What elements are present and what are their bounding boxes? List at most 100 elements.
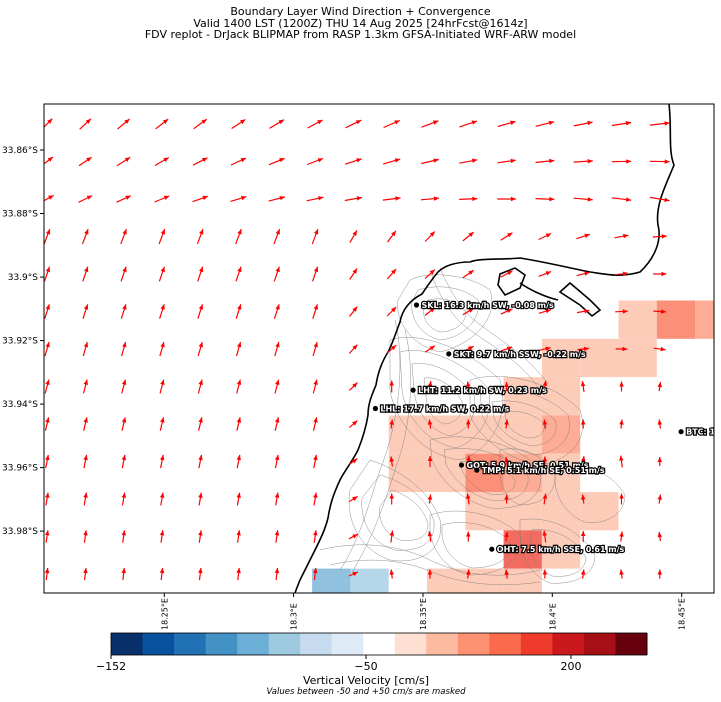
convergence-cell (465, 568, 504, 593)
wind-vector (580, 569, 586, 579)
wind-vector (121, 341, 127, 357)
wind-vector (236, 530, 241, 543)
longitude-axis: 18.25°E 18.3°E 18.35°E 18.4°E 18.45°E (160, 593, 687, 630)
lat-tick-label: 33.86°S (2, 146, 38, 156)
colorbar-swatch (520, 633, 553, 655)
wind-vector (306, 157, 324, 166)
wind-vector (159, 304, 165, 319)
wind-vector (657, 419, 663, 429)
wind-vector (462, 345, 474, 353)
wind-vector (619, 455, 624, 468)
colorbar-tick-label: −50 (354, 660, 377, 673)
wind-vector (159, 341, 165, 357)
wind-vector (83, 530, 88, 543)
wind-vector (198, 454, 203, 469)
wind-vector (45, 530, 50, 543)
wind-vector (44, 567, 50, 581)
convergence-cell (541, 453, 581, 492)
convergence-cell (618, 300, 657, 339)
convergence-cell (541, 415, 581, 454)
convergence-cell (503, 453, 542, 492)
wind-vector (231, 118, 246, 130)
wind-vector (44, 118, 53, 128)
wind-vector (349, 268, 358, 280)
wind-vector (462, 307, 475, 316)
wind-vector (389, 569, 394, 579)
wind-vector (154, 195, 170, 203)
lon-tick-label: 18.3°E (290, 603, 299, 630)
wind-vector (120, 228, 127, 245)
wind-vector (196, 228, 204, 245)
wind-vector (497, 196, 516, 202)
station-skt: SKT: 9.7 km/h SSW, -0.22 m/s (446, 349, 587, 360)
wind-vector (653, 346, 666, 352)
lon-tick-label: 18.25°E (160, 598, 169, 630)
wind-vector (614, 233, 629, 239)
wind-vector (273, 304, 280, 319)
wind-vector (197, 304, 204, 319)
wind-vector (344, 158, 362, 165)
wind-vector (236, 417, 242, 431)
wind-vector (159, 379, 165, 394)
wind-vector (274, 567, 280, 581)
wind-vector (81, 228, 89, 245)
wind-vector (155, 118, 169, 130)
wind-vector (78, 156, 92, 167)
wind-vector (312, 304, 318, 319)
convergence-cell (541, 377, 581, 416)
lon-tick-label: 18.4°E (548, 603, 557, 630)
wind-vector (230, 195, 247, 202)
wind-vector (83, 417, 88, 431)
wind-vector (192, 195, 209, 203)
wind-vector (386, 344, 397, 354)
convergence-cell (350, 568, 389, 593)
station-label: OHT: 7.5 km/h SSE, 0.61 m/s (497, 545, 625, 554)
wind-vector (198, 567, 203, 581)
wind-vector (389, 456, 394, 467)
wind-vector (504, 456, 509, 467)
wind-vector (82, 341, 89, 357)
wind-vector (657, 531, 663, 542)
wind-vector (269, 119, 285, 129)
wind-vector (427, 494, 433, 504)
wind-vector (274, 454, 280, 469)
wind-vector (158, 228, 166, 245)
wind-vector (273, 228, 281, 245)
wind-vector (198, 417, 203, 431)
colorbar-swatch (111, 633, 144, 655)
title-line-2: Valid 1400 LST (1200Z) THU 14 Aug 2025 [… (193, 17, 528, 30)
wind-vector (382, 196, 401, 201)
wind-vector (542, 493, 548, 505)
wind-vector (197, 341, 203, 357)
colorbar-swatch (174, 633, 207, 655)
convergence-cell (465, 453, 504, 492)
wind-vector (273, 266, 280, 282)
wind-vector (121, 379, 127, 394)
station-dot (458, 462, 465, 468)
station-label: SKL: 16.3 km/h SW, -0.08 m/s (422, 301, 554, 310)
wind-vector (82, 379, 88, 394)
wind-vector (235, 228, 242, 245)
wind-vector (573, 120, 593, 127)
station-label: SKT: 9.7 km/h SSW, -0.22 m/s (454, 350, 586, 359)
wind-vector (197, 266, 204, 282)
wind-vector (44, 266, 51, 282)
wind-vector (349, 420, 358, 428)
wind-vector (78, 195, 93, 203)
station-label: BTC: 10.6 km/h S, -0.12 m/s (686, 428, 721, 437)
wind-vector (274, 341, 280, 357)
wind-vector (466, 531, 471, 542)
wind-vector (44, 228, 51, 245)
wind-vector (542, 419, 548, 429)
wind-vector (427, 381, 433, 392)
lat-tick-label: 33.98°S (2, 527, 38, 537)
wind-vector (274, 492, 280, 506)
colorbar-note: Values between -50 and +50 cm/s are mask… (266, 687, 466, 697)
wind-vector (117, 118, 130, 130)
wind-vector (580, 531, 586, 542)
wind-vector (120, 304, 127, 319)
wind-vector (198, 492, 203, 506)
wind-vector (348, 344, 358, 354)
wind-vector (313, 567, 318, 581)
terrain-contours (319, 267, 626, 585)
